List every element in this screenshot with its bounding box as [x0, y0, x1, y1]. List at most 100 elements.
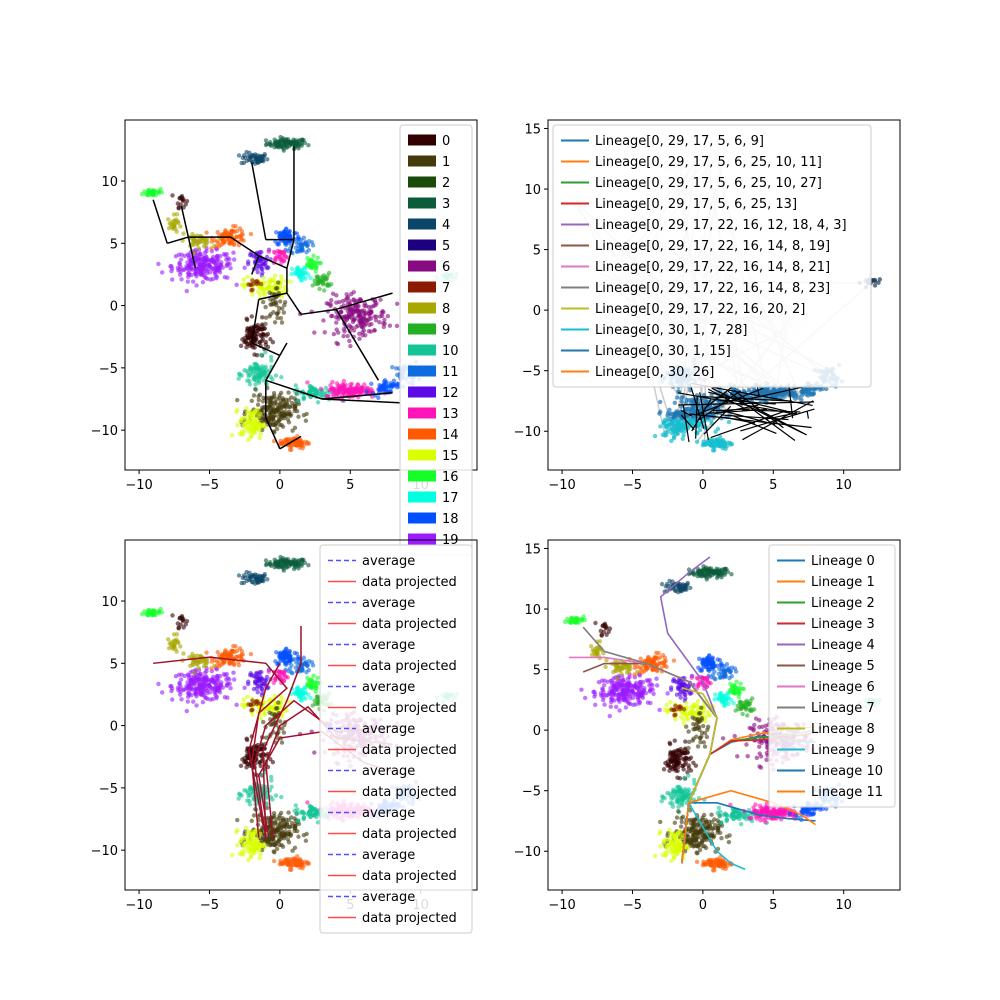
data-point	[876, 280, 881, 285]
data-point	[214, 674, 220, 679]
data-point	[315, 279, 320, 284]
data-point	[353, 304, 358, 309]
data-point	[198, 262, 204, 268]
legend-label: 9	[442, 323, 450, 338]
data-point	[248, 651, 254, 657]
data-point	[385, 313, 391, 319]
y-tick-label: 5	[533, 244, 541, 259]
data-point	[255, 579, 260, 584]
data-point	[366, 305, 372, 310]
legend-label: Lineage[0, 29, 17, 5, 6, 25, 10, 11]	[595, 155, 822, 170]
data-point	[244, 149, 249, 155]
data-point	[191, 659, 196, 665]
legend-swatch	[408, 428, 436, 440]
data-point	[331, 331, 337, 337]
data-point	[765, 388, 771, 394]
data-point	[270, 422, 276, 427]
data-point	[812, 387, 817, 392]
data-point	[165, 217, 171, 222]
x-tick-label: 5	[346, 478, 354, 493]
data-point	[338, 310, 344, 315]
data-point	[348, 343, 353, 349]
data-point	[233, 224, 238, 229]
data-point	[255, 370, 260, 375]
data-point	[263, 138, 269, 143]
data-point	[301, 412, 307, 418]
data-point	[279, 137, 284, 142]
data-point	[335, 387, 340, 393]
data-point	[193, 691, 198, 697]
data-point	[207, 680, 212, 685]
data-point	[185, 694, 191, 699]
data-point	[231, 677, 237, 682]
data-point	[270, 339, 276, 345]
data-point	[181, 651, 186, 656]
data-point	[293, 403, 298, 409]
data-point	[333, 391, 338, 396]
data-point	[346, 313, 351, 318]
data-point	[215, 649, 220, 655]
data-point	[715, 437, 720, 442]
legend-label: 10	[442, 344, 459, 359]
data-point	[242, 685, 247, 690]
legend-swatch	[408, 281, 436, 293]
data-point	[254, 353, 260, 358]
data-point	[309, 240, 315, 245]
data-point	[171, 632, 177, 637]
data-point	[324, 301, 329, 306]
data-point	[190, 279, 196, 284]
data-point	[246, 282, 251, 287]
data-point	[254, 686, 260, 691]
data-point	[262, 326, 267, 331]
data-point	[223, 648, 228, 653]
data-point	[248, 366, 253, 372]
legend-label: 2	[442, 176, 450, 191]
data-point	[227, 240, 232, 245]
data-point	[277, 249, 282, 255]
legend-swatch	[408, 302, 436, 314]
data-point	[257, 154, 262, 160]
connection-line	[742, 409, 801, 413]
legend-label: 8	[442, 302, 450, 317]
data-point	[286, 390, 291, 395]
data-point	[178, 224, 183, 229]
data-point	[380, 309, 385, 314]
data-point	[353, 309, 358, 315]
data-point	[877, 277, 883, 282]
data-point	[228, 686, 233, 691]
connection-line	[719, 409, 776, 426]
data-point	[297, 249, 303, 254]
data-point	[239, 373, 244, 378]
data-point	[188, 663, 193, 669]
data-point	[212, 663, 217, 669]
connection-line	[707, 388, 745, 409]
scatter-points	[139, 134, 460, 452]
data-point	[203, 258, 208, 263]
data-point	[238, 343, 244, 349]
data-point	[195, 255, 200, 260]
legend-label: Lineage[0, 29, 17, 5, 6, 25, 10, 27]	[595, 176, 822, 191]
data-point	[257, 292, 263, 297]
data-point	[323, 385, 329, 391]
data-point	[278, 315, 284, 321]
legend: Lineage[0, 29, 17, 5, 6, 9]Lineage[0, 29…	[552, 124, 872, 388]
data-point	[261, 574, 266, 580]
data-point	[694, 439, 700, 445]
data-point	[184, 266, 190, 271]
data-point	[178, 677, 184, 682]
data-point	[395, 385, 400, 390]
data-point	[201, 659, 207, 665]
data-point	[196, 665, 201, 671]
data-point	[272, 320, 278, 325]
data-point	[308, 275, 313, 281]
legend-swatch	[408, 533, 436, 545]
mst-edge	[279, 435, 302, 450]
data-point	[241, 580, 247, 585]
data-point	[376, 395, 381, 400]
data-point	[268, 312, 273, 317]
data-point	[324, 282, 329, 287]
legend-swatch	[408, 323, 436, 335]
mst-edge	[335, 308, 380, 381]
data-point	[672, 400, 678, 405]
